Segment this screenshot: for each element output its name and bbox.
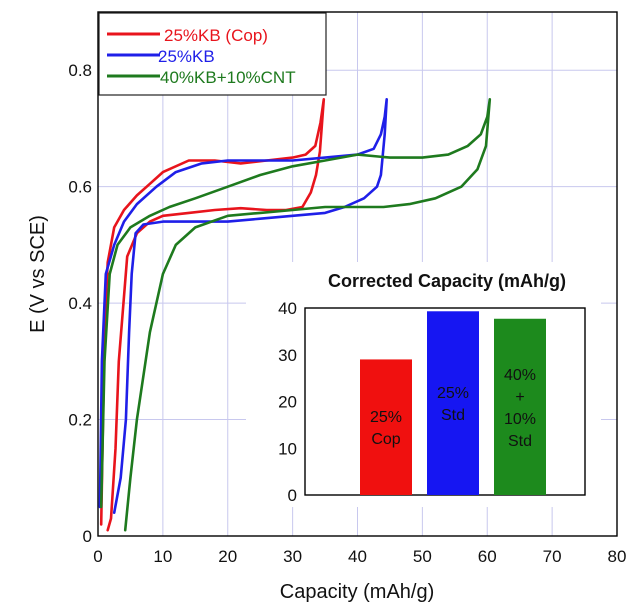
inset-y-tick-label: 40 xyxy=(278,299,297,318)
inset-bar-label: Std xyxy=(441,407,465,424)
legend-label-25kb: 25%KB xyxy=(158,47,215,66)
main-series-lines xyxy=(98,98,492,532)
inset-bar-label: + xyxy=(515,389,524,406)
x-tick-label: 50 xyxy=(413,547,432,566)
inset-y-tick-label: 30 xyxy=(278,346,297,365)
inset-bar-25-std xyxy=(427,311,479,495)
main-plot-frame xyxy=(97,11,618,537)
x-tick-label: 20 xyxy=(218,547,237,566)
series-line-40kb-10cnt xyxy=(99,98,492,532)
y-tick-label: 0.6 xyxy=(68,178,92,197)
x-tick-label: 40 xyxy=(348,547,367,566)
inset-bar-label: 10% xyxy=(504,411,536,428)
inset-bars: 25% Cop 25% Std 40% +10% Std xyxy=(360,311,546,495)
inset-bar-40-10-std xyxy=(494,318,546,495)
x-tick-label: 30 xyxy=(283,547,302,566)
inset-bar-label: Std xyxy=(508,433,532,450)
inset-title: Corrected Capacity (mAh/g) xyxy=(328,271,566,291)
y-tick-label: 0.8 xyxy=(68,61,92,80)
y-tick-label: 0.4 xyxy=(68,294,92,313)
legend-label-40kb: 40%KB+10%CNT xyxy=(160,68,296,87)
x-tick-label: 60 xyxy=(478,547,497,566)
inset-tick-labels: 0 10 20 30 40 xyxy=(278,299,297,505)
main-tick-labels: 0 10 20 30 40 50 60 70 80 0 0.2 0.4 0.6 0.8 xyxy=(68,61,626,566)
inset-y-tick-label: 0 xyxy=(288,486,297,505)
x-axis-label: Capacity (mAh/g) xyxy=(280,581,435,603)
y-tick-label: 0.2 xyxy=(68,411,92,430)
inset-y-tick-label: 20 xyxy=(278,393,297,412)
inset-bar-label: 40% xyxy=(504,367,536,384)
inset-bar-25-cop xyxy=(360,359,412,495)
inset-bar-label: Cop xyxy=(371,431,400,448)
legend-label-cop: 25%KB (Cop) xyxy=(164,26,268,45)
inset-bar-label: 25% xyxy=(370,409,402,426)
inset-bar-label: 25% xyxy=(437,385,469,402)
y-tick-label: 0 xyxy=(83,527,92,546)
x-tick-label: 80 xyxy=(608,547,627,566)
y-axis-label: E (V vs SCE) xyxy=(27,215,49,333)
series-line-25kb xyxy=(98,98,388,514)
inset-y-tick-label: 10 xyxy=(278,439,297,458)
x-tick-label: 70 xyxy=(543,547,562,566)
x-tick-label: 10 xyxy=(153,547,172,566)
x-tick-label: 0 xyxy=(93,547,102,566)
inset-chart: Corrected Capacity (mAh/g) 0 10 20 30 40 25%… xyxy=(246,262,601,507)
legend: 25%KB (Cop) 25%KB 40%KB+10%CNT xyxy=(98,12,327,96)
